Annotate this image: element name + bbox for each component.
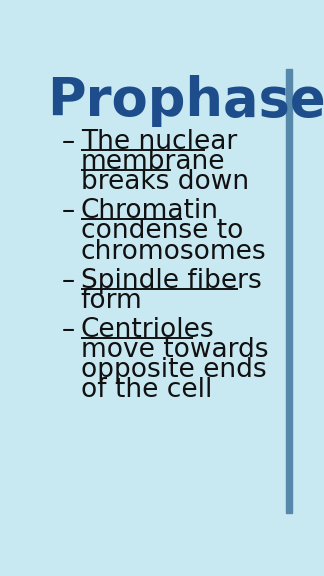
Text: chromosomes: chromosomes <box>81 238 266 264</box>
Text: Spindle fibers: Spindle fibers <box>81 268 261 294</box>
Bar <box>286 69 292 513</box>
Text: –: – <box>62 268 75 294</box>
Text: condense to: condense to <box>81 218 243 244</box>
Text: Centrioles: Centrioles <box>81 317 214 343</box>
Text: The nuclear: The nuclear <box>81 129 237 155</box>
Text: opposite ends: opposite ends <box>81 357 266 383</box>
Text: move towards: move towards <box>81 337 268 363</box>
Text: form: form <box>81 288 143 314</box>
Text: breaks down: breaks down <box>81 169 249 195</box>
Text: Prophase: Prophase <box>47 75 324 127</box>
Text: –: – <box>62 199 75 225</box>
Text: –: – <box>62 317 75 343</box>
Text: membrane: membrane <box>81 149 225 175</box>
Text: Chromatin: Chromatin <box>81 199 219 225</box>
Text: –: – <box>62 129 75 155</box>
Text: of the cell: of the cell <box>81 377 212 403</box>
